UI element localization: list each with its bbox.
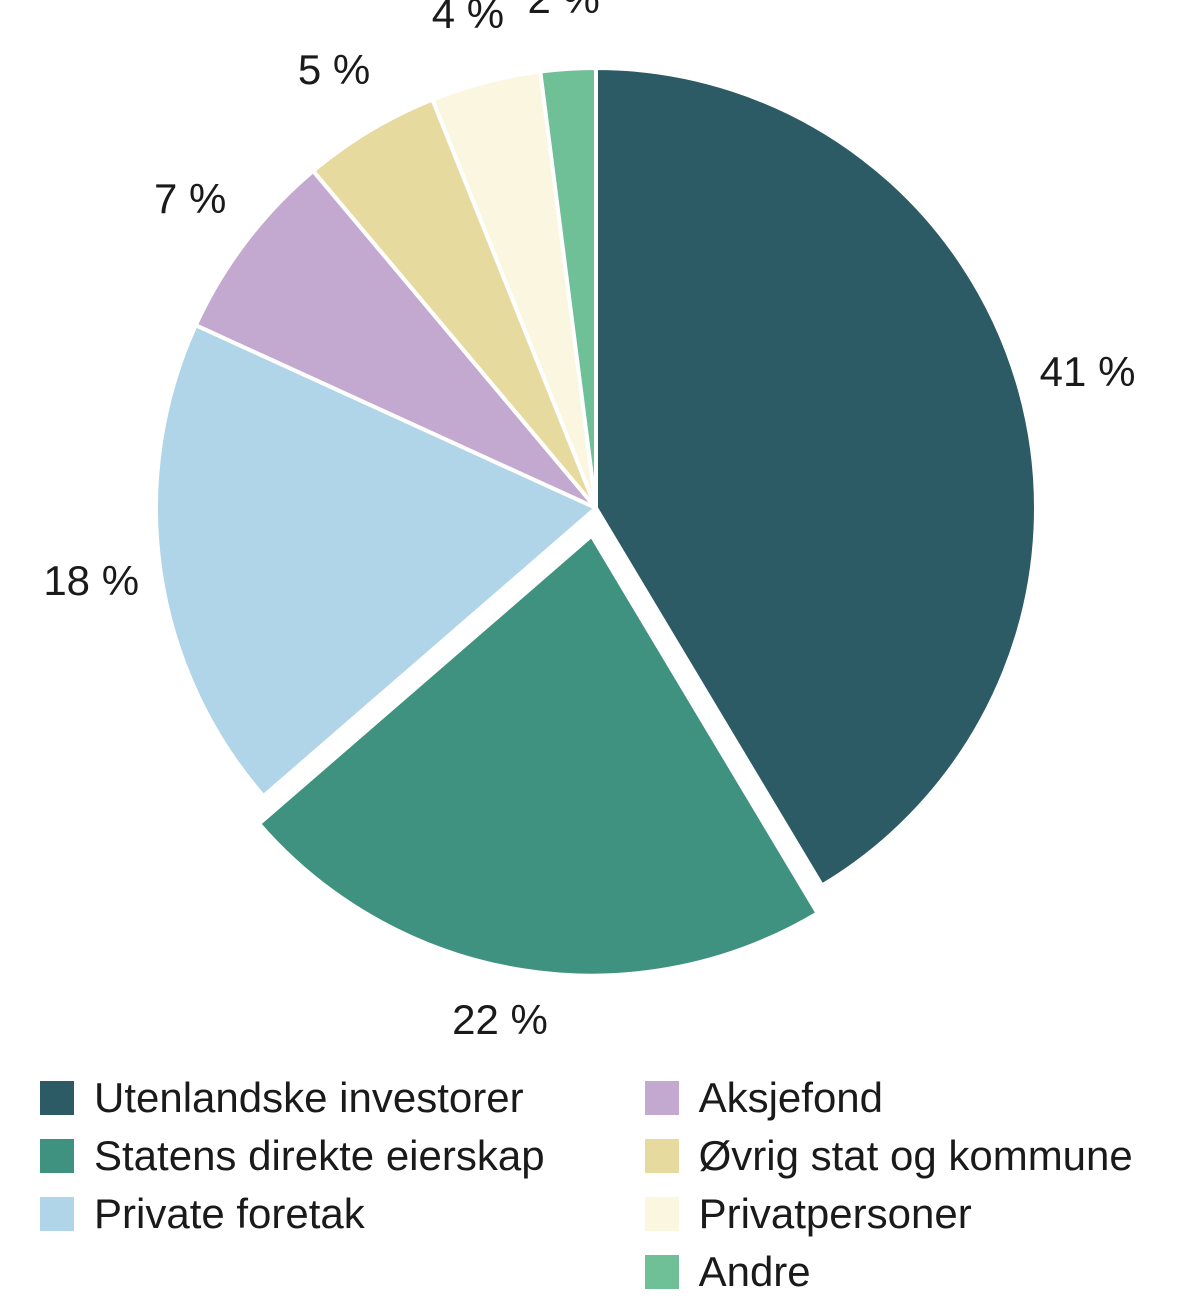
legend-label: Andre xyxy=(699,1248,811,1296)
slice-percent-label: 22 % xyxy=(452,996,548,1044)
legend-swatch xyxy=(645,1139,679,1173)
pie-chart-container: 41 % 22 % 18 % 7 % 5 % 4 % 2 % Utenlandske inv… xyxy=(0,0,1200,1311)
legend-swatch xyxy=(40,1197,74,1231)
legend-column: Utenlandske investorer Statens direkte ei… xyxy=(40,1074,545,1296)
legend-label: Privatpersoner xyxy=(699,1190,972,1238)
legend-swatch xyxy=(40,1081,74,1115)
legend-label: Utenlandske investorer xyxy=(94,1074,524,1122)
legend-item: Andre xyxy=(645,1248,1133,1296)
legend-label: Private foretak xyxy=(94,1190,365,1238)
legend-item: Privatpersoner xyxy=(645,1190,1133,1238)
slice-percent-label: 7 % xyxy=(154,175,226,223)
legend-item: Private foretak xyxy=(40,1190,545,1238)
legend-swatch xyxy=(645,1197,679,1231)
legend-swatch xyxy=(40,1139,74,1173)
legend: Utenlandske investorer Statens direkte ei… xyxy=(40,1074,1133,1296)
legend-label: Statens direkte eierskap xyxy=(94,1132,545,1180)
legend-item: Utenlandske investorer xyxy=(40,1074,545,1122)
legend-swatch xyxy=(645,1081,679,1115)
legend-item: Øvrig stat og kommune xyxy=(645,1132,1133,1180)
slice-percent-label: 5 % xyxy=(298,46,370,94)
legend-item: Statens direkte eierskap xyxy=(40,1132,545,1180)
legend-item: Aksjefond xyxy=(645,1074,1133,1122)
slice-percent-label: 18 % xyxy=(43,557,139,605)
slice-percent-label: 41 % xyxy=(1040,348,1136,396)
legend-column: Aksjefond Øvrig stat og kommune Privatpers… xyxy=(645,1074,1133,1296)
legend-label: Øvrig stat og kommune xyxy=(699,1132,1133,1180)
legend-swatch xyxy=(645,1255,679,1289)
slice-percent-label: 4 % xyxy=(432,0,504,38)
legend-label: Aksjefond xyxy=(699,1074,883,1122)
slice-percent-label: 2 % xyxy=(527,0,599,23)
